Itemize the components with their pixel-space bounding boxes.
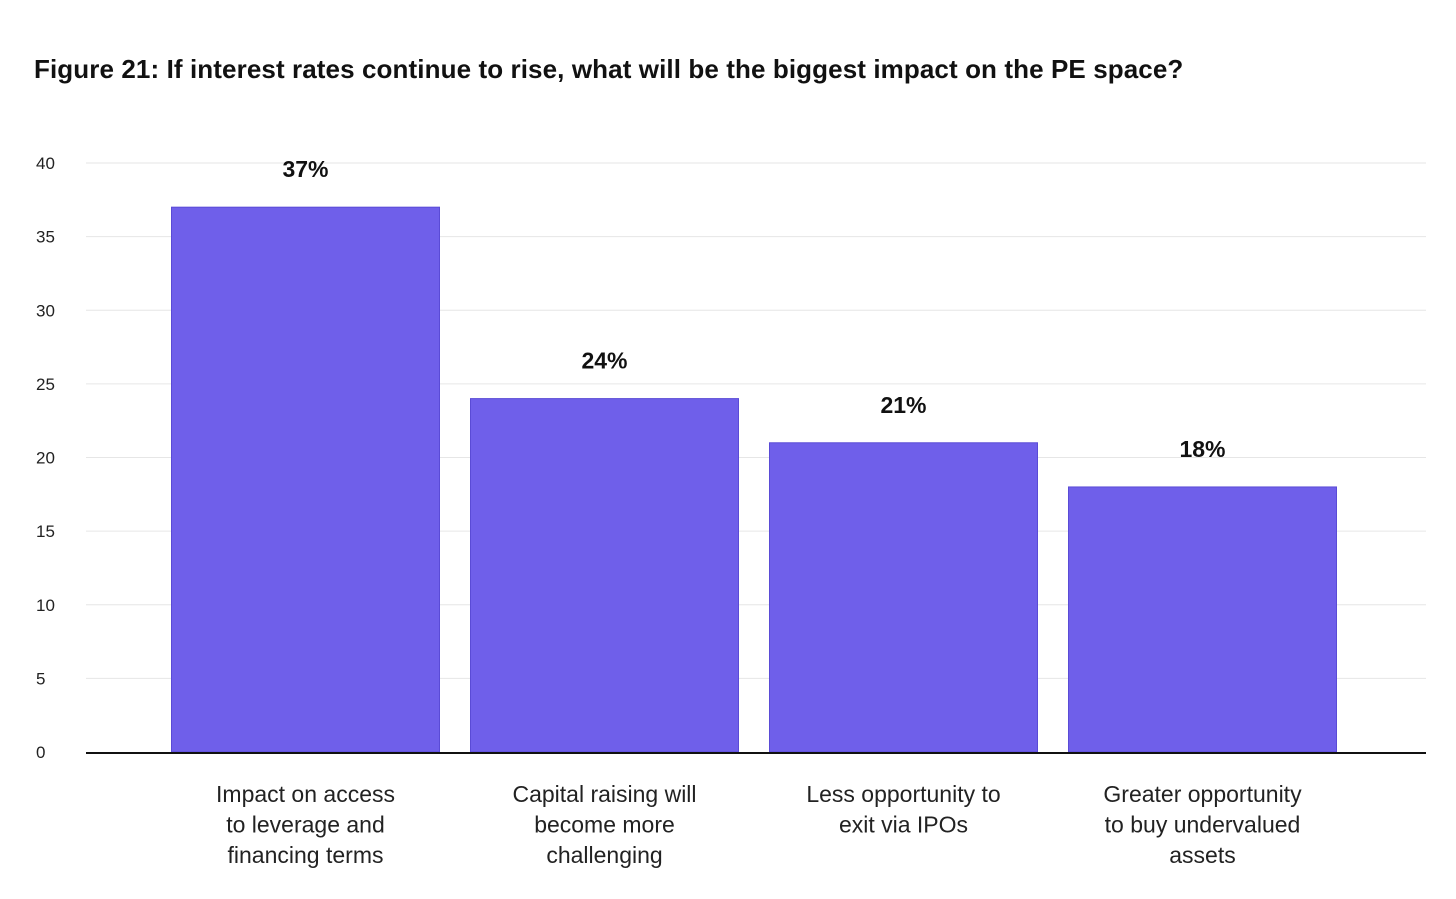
- category-label-2-line-1: Capital raising will: [512, 781, 696, 807]
- category-label-1-line-1: Impact on access: [216, 781, 395, 807]
- data-label-4: 18%: [1179, 436, 1225, 462]
- category-label-4-line-2: to buy undervalued: [1105, 812, 1301, 838]
- category-label-3: Less opportunity to exit via IPOs: [806, 781, 1000, 838]
- category-labels: Impact on access to leverage and financing…: [216, 781, 1302, 868]
- category-label-3-line-2: exit via IPOs: [839, 812, 968, 838]
- category-label-4-line-3: assets: [1169, 842, 1235, 868]
- category-label-3-line-1: Less opportunity to: [806, 781, 1000, 807]
- bar-2: [470, 398, 739, 753]
- category-label-2-line-3: challenging: [546, 842, 662, 868]
- bar-1: [171, 206, 440, 753]
- data-label-3: 21%: [880, 392, 926, 418]
- data-label-1: 37%: [282, 156, 328, 182]
- category-label-1: Impact on access to leverage and financing…: [216, 781, 395, 868]
- category-label-4-line-1: Greater opportunity: [1103, 781, 1302, 807]
- y-tick-label-30: 30: [36, 301, 55, 320]
- category-label-1-line-3: financing terms: [228, 842, 384, 868]
- category-label-1-line-2: to leverage and: [226, 812, 385, 838]
- category-label-2-line-2: become more: [534, 812, 675, 838]
- data-label-2: 24%: [581, 348, 627, 374]
- chart-title: Figure 21: If interest rates continue to…: [34, 54, 1184, 84]
- y-tick-label-10: 10: [36, 596, 55, 615]
- bar-3: [769, 442, 1038, 753]
- bar-4: [1068, 486, 1337, 753]
- y-axis-ticks: 0 5 10 15 20 25 30 35 40: [36, 154, 55, 762]
- y-tick-label-35: 35: [36, 228, 55, 247]
- y-tick-label-0: 0: [36, 743, 45, 762]
- bars: [171, 206, 1337, 753]
- category-label-2: Capital raising will become more challengi…: [512, 781, 696, 868]
- category-label-4: Greater opportunity to buy undervalued ass…: [1103, 781, 1302, 868]
- y-tick-label-5: 5: [36, 669, 45, 688]
- y-tick-label-15: 15: [36, 522, 55, 541]
- y-tick-label-25: 25: [36, 375, 55, 394]
- y-tick-label-20: 20: [36, 449, 55, 468]
- y-tick-label-40: 40: [36, 154, 55, 173]
- data-labels: 37% 24% 21% 18%: [282, 156, 1225, 462]
